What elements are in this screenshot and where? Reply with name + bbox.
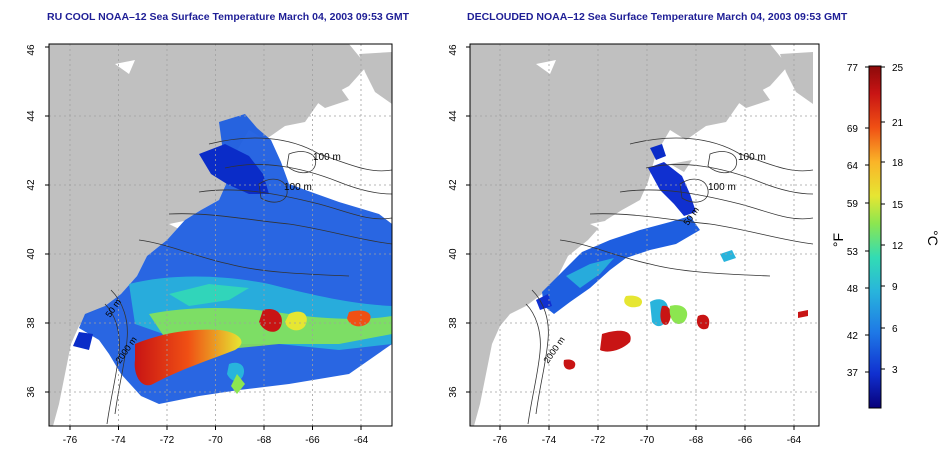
map-right-y-tick: 38 xyxy=(448,317,459,329)
colorbar-c-tick: 6 xyxy=(892,324,898,335)
map-right-x-tick: -68 xyxy=(689,435,704,446)
map-left-x-tick: -64 xyxy=(354,435,369,446)
map-right-title: DECLOUDED NOAA–12 Sea Surface Temperatur… xyxy=(467,11,848,23)
map-right-contour-label: 100 m xyxy=(738,152,766,163)
map-right-x-tick: -72 xyxy=(591,435,606,446)
map-right-frame xyxy=(469,43,820,427)
colorbar: 77 69 64 59 53 48 42 37 25 21 18 15 12 9… xyxy=(830,63,941,409)
colorbar-c-tick: 12 xyxy=(892,241,904,252)
map-left-sst-field xyxy=(73,114,392,404)
map-right-x-tick: -66 xyxy=(738,435,753,446)
map-right-sst-field xyxy=(536,144,808,370)
colorbar-celsius-label: °C xyxy=(925,230,941,246)
colorbar-f-tick: 53 xyxy=(847,247,859,258)
colorbar-f-tick: 69 xyxy=(847,124,859,135)
colorbar-c-tick: 21 xyxy=(892,118,904,129)
map-left-grid xyxy=(49,44,392,426)
map-left-y-tick: 42 xyxy=(26,179,37,191)
colorbar-c-tick: 15 xyxy=(892,200,904,211)
map-left-y-tick: 44 xyxy=(26,110,37,122)
map-right-x-tick: -70 xyxy=(640,435,655,446)
map-right-x-tick: -74 xyxy=(542,435,557,446)
colorbar-gradient xyxy=(868,65,882,409)
map-left-contour-label: 100 m xyxy=(313,152,341,163)
colorbar-fahrenheit-label: °F xyxy=(830,233,846,247)
colorbar-f-tick: 48 xyxy=(847,284,859,295)
map-right-y-tick: 46 xyxy=(448,44,459,56)
map-left-x-tick: -68 xyxy=(257,435,272,446)
map-left: 100 m 100 m 50 m 2000 m -76 -74 -72 -70 … xyxy=(26,43,393,446)
map-left-x-tick: -76 xyxy=(63,435,78,446)
colorbar-c-tick: 3 xyxy=(892,365,898,376)
colorbar-f-tick: 59 xyxy=(847,199,859,210)
map-left-y-tick: 40 xyxy=(26,248,37,260)
map-left-x-tick: -74 xyxy=(111,435,126,446)
map-right-y-tick: 36 xyxy=(448,386,459,398)
map-left-x-tick: -66 xyxy=(305,435,320,446)
map-right-x-tick: -64 xyxy=(787,435,802,446)
colorbar-f-tick: 64 xyxy=(847,161,859,172)
map-left-x-tick: -72 xyxy=(160,435,175,446)
map-right-x-tick: -76 xyxy=(493,435,508,446)
map-left-contour-label: 100 m xyxy=(284,182,312,193)
map-right-grid xyxy=(470,44,819,426)
colorbar-c-tick: 9 xyxy=(892,282,898,293)
map-right-y-tick: 42 xyxy=(448,179,459,191)
colorbar-f-tick: 37 xyxy=(847,368,859,379)
map-left-y-tick: 38 xyxy=(26,317,37,329)
map-right-contour-label: 100 m xyxy=(708,182,736,193)
map-right: 100 m 100 m 50 m 2000 m -76 -74 -72 -70 … xyxy=(448,43,820,446)
colorbar-f-tick: 77 xyxy=(847,63,859,74)
colorbar-c-tick: 18 xyxy=(892,158,904,169)
map-right-y-tick: 44 xyxy=(448,110,459,122)
colorbar-f-tick: 42 xyxy=(847,331,859,342)
map-left-x-tick: -70 xyxy=(208,435,223,446)
map-left-y-tick: 36 xyxy=(26,386,37,398)
map-left-y-tick: 46 xyxy=(26,44,37,56)
map-left-title: RU COOL NOAA–12 Sea Surface Temperature … xyxy=(47,11,410,23)
colorbar-c-tick: 25 xyxy=(892,63,904,74)
map-right-y-tick: 40 xyxy=(448,248,459,260)
map-left-frame xyxy=(48,43,393,427)
